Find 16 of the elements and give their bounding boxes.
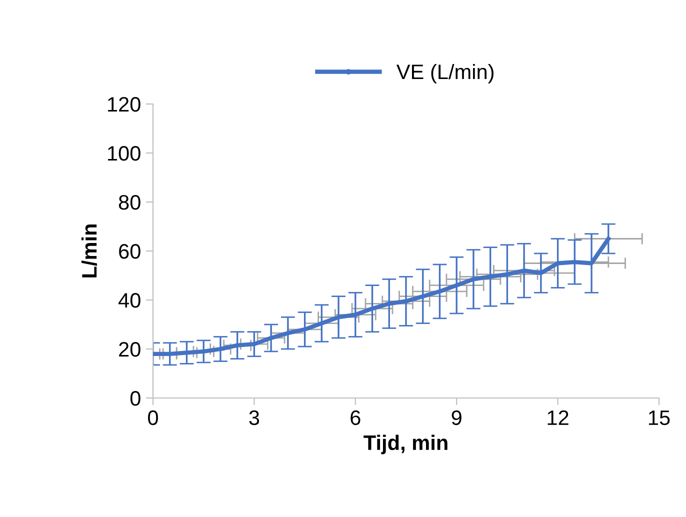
x-tick-label: 0 xyxy=(148,410,158,426)
y-tick-label: 100 xyxy=(108,146,140,161)
legend-label: VE (L/min) xyxy=(396,64,494,84)
x-tick-label: 12 xyxy=(548,410,568,425)
x-tick-label: 6 xyxy=(350,410,360,426)
y-axis-title: L/min xyxy=(81,224,97,278)
x-tick-label: 15 xyxy=(649,410,670,426)
x-tick-label: 3 xyxy=(249,410,260,426)
y-tick-label: 0 xyxy=(130,391,140,406)
x-tick-label: 9 xyxy=(452,410,462,426)
y-tick-label: 60 xyxy=(119,244,140,259)
y-tick-label: 40 xyxy=(118,293,140,308)
x-axis-title: Tijd, min xyxy=(364,434,448,454)
y-tick-label: 80 xyxy=(118,195,140,210)
y-tick-label: 20 xyxy=(119,342,140,357)
y-tick-label: 120 xyxy=(108,97,140,112)
